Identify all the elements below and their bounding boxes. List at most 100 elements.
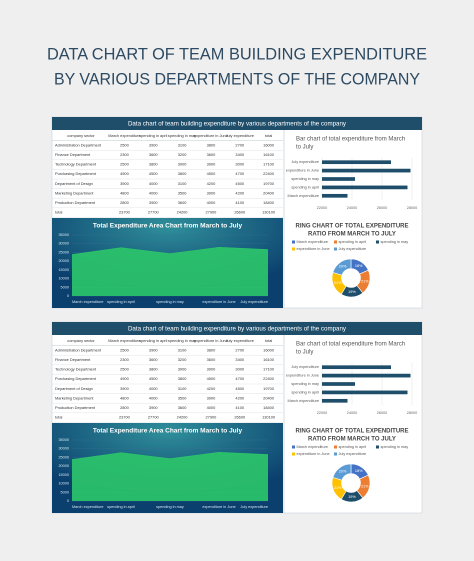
bar-category-label: expenditure in June	[286, 169, 319, 173]
bar-category-label: July expenditure	[291, 160, 319, 164]
table-cell: 17100	[263, 367, 275, 372]
table-cell: 4500	[207, 171, 216, 176]
table-cell: 3000	[235, 367, 244, 372]
legend-label: spending in may	[381, 240, 409, 244]
table-cell: 2700	[235, 347, 244, 352]
area-x-tick-label: expenditure in June	[202, 505, 235, 509]
table-cell: 19700	[263, 386, 275, 391]
table-column-header: total	[265, 338, 272, 343]
panel: Data chart of team building expenditure …	[51, 321, 423, 514]
page-title: BY VARIOUS DEPARTMENTS OF THE COMPANY	[54, 69, 420, 88]
table-cell: 4200	[235, 190, 244, 195]
legend-label: expenditure in June	[297, 452, 330, 456]
area-x-tick-label: March expenditure	[72, 505, 103, 509]
table-cell: 16000	[263, 142, 275, 147]
table-cell: 4500	[207, 376, 216, 381]
table-column-header: expenditure in June	[194, 338, 228, 343]
table-cell: 4000	[149, 181, 158, 186]
bar	[322, 373, 411, 378]
legend-label: spending in april	[339, 445, 367, 449]
bar	[322, 390, 408, 395]
table-cell: 16000	[263, 347, 275, 352]
table-cell: 3400	[235, 357, 244, 362]
table-column-header: spending in april	[139, 338, 167, 343]
table-cell: 26600	[234, 210, 246, 215]
table-cell: 3900	[178, 367, 187, 372]
panel: Data chart of team building expenditure …	[51, 116, 423, 309]
table-row-label: total	[55, 415, 62, 420]
area	[72, 452, 268, 501]
table-cell: 3900	[120, 386, 129, 391]
area-y-tick-label: 25000	[58, 455, 69, 459]
area-y-tick-label: 10000	[58, 277, 69, 281]
table-cell: 16100	[263, 152, 275, 157]
bar-chart-title: Bar chart of total expenditure from Marc…	[296, 137, 405, 143]
table-row-label: Department of Design	[55, 181, 93, 186]
area-y-tick-label: 20000	[58, 259, 69, 263]
table-cell: 3600	[207, 152, 216, 157]
panel-header: Data chart of team building expenditure …	[128, 121, 347, 128]
table-cell: 4000	[149, 395, 158, 400]
table-cell: 4200	[207, 386, 216, 391]
legend-label: spending in may	[381, 445, 409, 449]
area-y-tick-label: 15000	[58, 473, 69, 477]
legend-swatch	[376, 240, 379, 244]
area-line	[71, 451, 269, 461]
table-column-header: expenditure in June	[194, 133, 228, 138]
area-x-tick-label: spending in may	[156, 505, 184, 509]
table-row-label: Production Department	[55, 200, 96, 205]
table-cell: 3900	[207, 367, 216, 372]
table-cell: 4800	[120, 395, 129, 400]
table-cell: 24200	[177, 210, 189, 215]
table-column-header: spending in may	[168, 133, 196, 138]
table-cell: 3800	[178, 376, 187, 381]
legend-label: spending in april	[339, 240, 367, 244]
ring-chart-title: RATIO FROM MARCH TO JULY	[308, 437, 396, 443]
page-title: DATA CHART OF TEAM BUILDING EXPENDITURE	[47, 44, 427, 63]
ring-value-label: 19%	[348, 495, 356, 499]
table-cell: 20400	[263, 190, 275, 195]
table-cell: 4000	[207, 200, 216, 205]
panel-header-bar	[52, 117, 422, 130]
table-cell: 3100	[178, 347, 187, 352]
bar-x-tick-label: 28000	[407, 206, 418, 210]
table-cell: 3900	[178, 162, 187, 167]
area-chart-title: Total Expenditure Area Chart from March …	[93, 223, 243, 230]
table-cell: 3800	[207, 142, 216, 147]
bar-x-tick-label: 26000	[377, 206, 388, 210]
bar-category-label: March expenditure	[288, 399, 319, 403]
table-row-label: Department of Design	[55, 386, 93, 391]
table-cell: 4500	[235, 386, 244, 391]
table-cell: 3500	[178, 190, 187, 195]
bar-x-tick-label: 28000	[407, 411, 418, 415]
table-cell: 4000	[149, 386, 158, 391]
bar	[322, 185, 408, 190]
ring-value-label: 21%	[334, 281, 342, 285]
table-cell: 3100	[178, 142, 187, 147]
table-column-header: March expenditure	[108, 133, 140, 138]
area-y-tick-label: 5000	[61, 490, 69, 494]
table-row-label: Marketing Department	[55, 395, 94, 400]
ring-segment	[332, 258, 352, 276]
bar	[322, 177, 355, 181]
area-y-tick-label: 10000	[58, 482, 69, 486]
bar-chart-title: to July	[296, 350, 313, 356]
table-cell: 4700	[235, 376, 244, 381]
table-cell: 23700	[119, 210, 131, 215]
area-y-tick-label: 30000	[58, 447, 69, 451]
table-cell: 2300	[120, 357, 129, 362]
table-cell: 3600	[149, 152, 158, 157]
table-cell: 3100	[178, 386, 187, 391]
bar-x-tick-label: 24000	[347, 411, 358, 415]
table-cell: 3400	[235, 152, 244, 157]
bar-category-label: spending in april	[291, 185, 319, 189]
table-cell: 2500	[120, 347, 129, 352]
table-cell: 20400	[263, 395, 275, 400]
ring-value-label: 20%	[339, 265, 347, 269]
table-cell: 23700	[119, 415, 131, 420]
table-cell: 3500	[178, 395, 187, 400]
table-cell: 3800	[149, 367, 158, 372]
ring-value-label: 18%	[355, 469, 363, 473]
bar	[322, 382, 355, 386]
table-cell: 2800	[120, 200, 129, 205]
